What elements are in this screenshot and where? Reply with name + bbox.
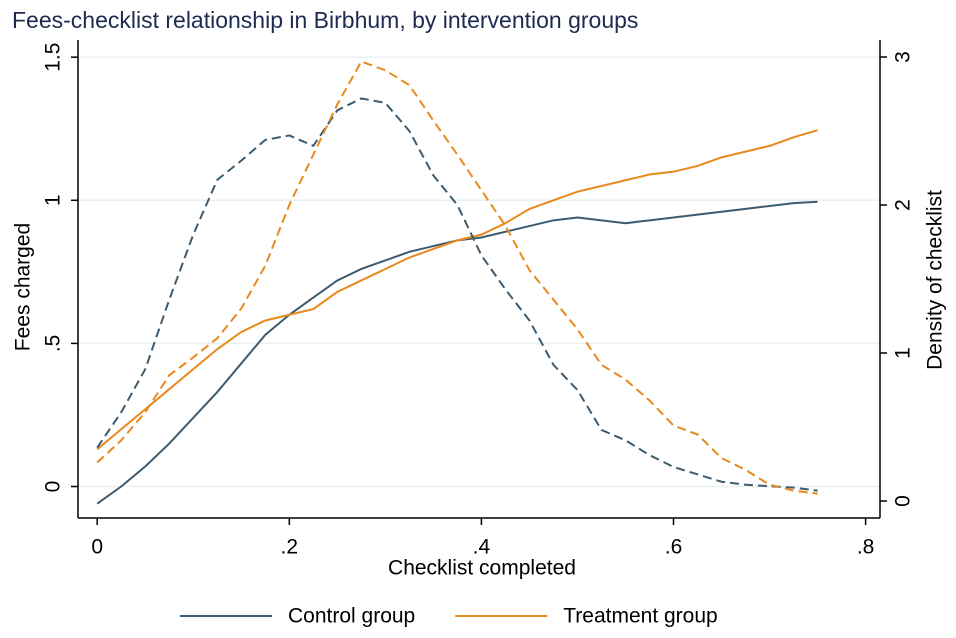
y-tick-label: 1.5 — [42, 43, 65, 72]
x-axis-label: Checklist completed — [388, 557, 576, 580]
x-tick-label: .6 — [665, 536, 683, 559]
x-tick-label: 0 — [91, 536, 103, 559]
y-axis-label: Fees charged — [12, 223, 35, 351]
density-line — [96, 60, 818, 495]
fees-line — [96, 129, 818, 451]
y-tick-label: 0 — [42, 481, 65, 493]
x-tick-label: .8 — [857, 536, 875, 559]
x-tick-label: .2 — [281, 536, 299, 559]
y2-tick-label: 3 — [892, 51, 915, 63]
y2-tick-label: 0 — [892, 495, 915, 507]
fees-line — [96, 200, 818, 505]
y2-tick-label: 2 — [892, 199, 915, 211]
y2-tick-label: 1 — [892, 347, 915, 359]
x-tick-label: .4 — [473, 536, 491, 559]
y-tick-label: 1 — [42, 194, 65, 206]
legend-label: Treatment group — [563, 605, 717, 628]
y-tick-label: .5 — [42, 335, 65, 353]
chart-title: Fees-checklist relationship in Birbhum, … — [12, 7, 638, 33]
legend-label: Control group — [288, 605, 415, 628]
y2-axis-label: Density of checklist — [924, 190, 947, 370]
density-line — [96, 97, 818, 492]
